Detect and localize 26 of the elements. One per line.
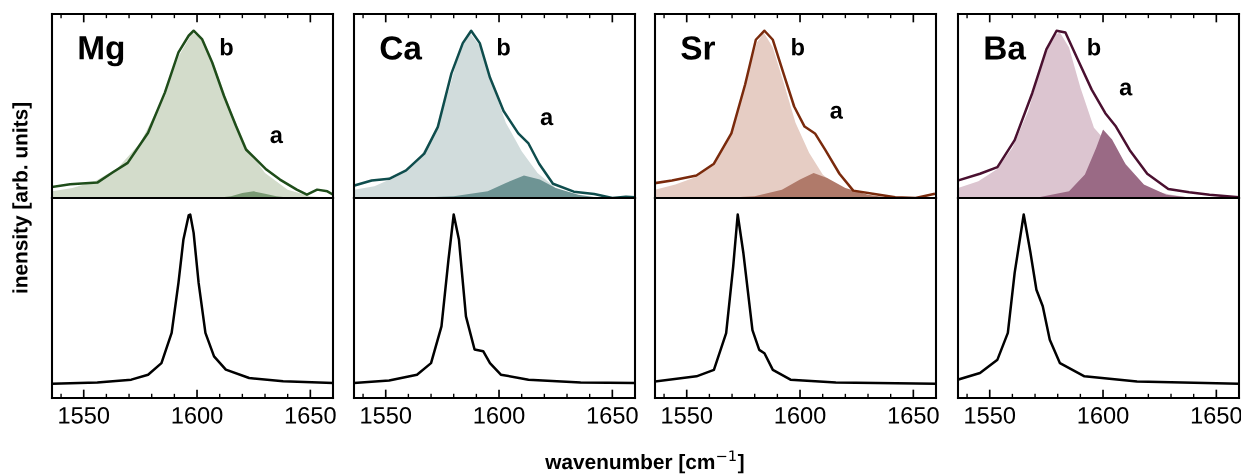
x-axis-title: wavenumber [cm$^{−1}$] (545, 450, 744, 474)
x-tick-label: 1650 (888, 406, 939, 424)
annotation: Sr (681, 36, 715, 60)
x-tick-label: 1600 (172, 406, 223, 424)
annotation: b (220, 38, 233, 56)
x-tick-label: 1650 (1191, 406, 1241, 424)
annotation: Ca (380, 36, 423, 60)
x-tick-label: 1600 (775, 406, 826, 424)
x-tick-label: 1550 (662, 406, 713, 424)
x-tick-label: 1600 (1078, 406, 1129, 424)
x-tick-label: 1650 (285, 406, 336, 424)
x-tick-label: 1550 (59, 406, 110, 424)
annotation: b (497, 38, 510, 56)
annotation: b (1088, 38, 1101, 56)
y-axis-title: inensity [arb. units] (12, 103, 32, 293)
annotation: a (540, 112, 554, 126)
annotation: a (830, 105, 844, 119)
x-tick-label: 1650 (587, 406, 638, 424)
annotation: a (270, 130, 284, 144)
x-tick-label: 1550 (361, 406, 412, 424)
annotation: Ba (985, 36, 1027, 60)
annotation: b (792, 38, 805, 56)
annotation: a (1119, 82, 1133, 96)
annotation: Mg (79, 36, 124, 67)
x-tick-label: 1550 (965, 406, 1016, 424)
x-tick-label: 1600 (474, 406, 525, 424)
